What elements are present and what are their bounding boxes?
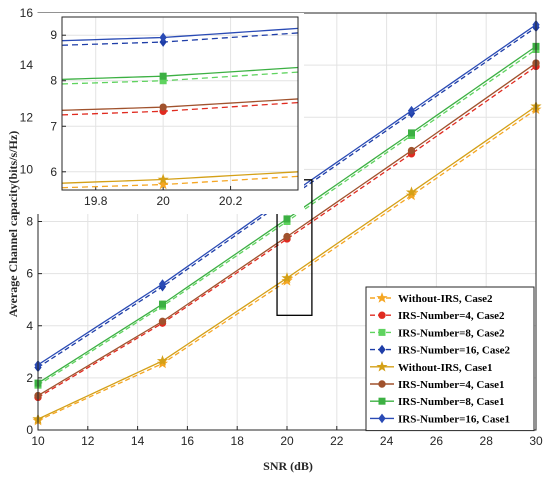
legend-label: Without-IRS, Case1 — [398, 362, 493, 374]
x-tick-label: 24 — [380, 434, 394, 448]
x-tick-label: 20 — [280, 434, 294, 448]
data-point-circle — [283, 232, 291, 241]
series-6 — [34, 59, 540, 400]
x-tick-label: 22 — [330, 434, 344, 448]
inset-y-tick-label: 6 — [50, 165, 57, 179]
y-tick-label: 8 — [26, 215, 33, 229]
data-point-circle — [158, 317, 167, 326]
x-axis-label: SNR (dB) — [263, 459, 313, 473]
legend-entry-6: IRS-Number=4, Case1 — [370, 379, 505, 391]
data-point-star — [157, 178, 169, 190]
data-point-star — [157, 173, 169, 185]
data-point-circle — [378, 311, 386, 319]
data-point-star — [405, 186, 418, 198]
y-tick-label: 14 — [20, 58, 34, 72]
data-point-diamond — [378, 413, 386, 424]
data-point-square — [378, 328, 386, 336]
series-line — [37, 65, 537, 398]
inset-series-6 — [61, 98, 299, 111]
data-point-diamond — [378, 344, 386, 355]
inset-background — [34, 13, 304, 214]
inset-series-8 — [61, 27, 299, 43]
inset-series-7 — [61, 66, 299, 81]
data-point-circle — [378, 380, 386, 388]
data-point-star — [376, 360, 388, 372]
legend-entry-7: IRS-Number=8, Case1 — [370, 396, 505, 408]
data-point-star — [376, 292, 388, 303]
y-tick-label: 16 — [20, 6, 34, 20]
inset-y-tick-label: 9 — [50, 28, 57, 42]
y-tick-label: 12 — [20, 110, 34, 124]
data-point-star — [156, 355, 169, 366]
y-tick-label: 2 — [26, 371, 33, 385]
inset-series-1 — [61, 175, 299, 190]
y-tick-label: 6 — [26, 267, 33, 281]
data-point-square — [159, 300, 166, 308]
x-tick-label: 12 — [81, 434, 95, 448]
data-point-circle — [159, 103, 167, 111]
y-axis-label: Average Channel capacity(bits/s/Hz) — [6, 131, 20, 317]
legend-label: IRS-Number=8, Case2 — [398, 327, 505, 339]
legend-label: IRS-Number=8, Case1 — [398, 396, 505, 408]
data-point-star — [281, 272, 293, 283]
legend-entry-5: Without-IRS, Case1 — [370, 360, 493, 374]
legend-label: IRS-Number=4, Case2 — [398, 310, 505, 322]
legend-entry-3: IRS-Number=8, Case2 — [370, 327, 505, 339]
data-point-square — [408, 129, 415, 137]
inset-x-tick-label: 19.8 — [84, 194, 108, 208]
data-point-circle — [407, 146, 416, 155]
inset-y-tick-label: 7 — [50, 119, 57, 133]
inset-y-tick-label: 8 — [50, 74, 57, 88]
inset-series-5 — [61, 171, 299, 185]
x-tick-label: 10 — [31, 434, 45, 448]
inset-x-tick-label: 20.2 — [219, 194, 243, 208]
data-point-square — [159, 72, 167, 80]
x-tick-label: 18 — [231, 434, 245, 448]
x-tick-label: 14 — [131, 434, 145, 448]
y-tick-label: 10 — [20, 162, 34, 176]
legend-label: IRS-Number=16, Case1 — [398, 413, 510, 425]
x-tick-label: 30 — [529, 434, 543, 448]
legend-label: IRS-Number=16, Case2 — [398, 345, 510, 357]
x-tick-label: 16 — [181, 434, 195, 448]
data-point-diamond — [159, 32, 167, 43]
legend-entry-2: IRS-Number=4, Case2 — [370, 310, 505, 322]
legend-label: IRS-Number=4, Case1 — [398, 379, 505, 391]
data-point-square — [378, 397, 386, 405]
legend: Without-IRS, Case2 IRS-Number=4, Case2 IRS… — [365, 286, 535, 432]
inset-plot: 19.8 20 20.2 6 7 8 9 — [34, 13, 304, 214]
data-point-square — [283, 215, 291, 223]
legend-box — [365, 286, 535, 432]
x-tick-label: 28 — [480, 434, 494, 448]
data-point-diamond — [158, 279, 167, 289]
legend-label: Without-IRS, Case2 — [398, 293, 493, 305]
inset-frame — [61, 16, 299, 191]
series-line — [37, 108, 537, 422]
data-point-diamond — [407, 105, 416, 116]
y-tick-label: 0 — [26, 423, 33, 437]
legend-entry-1: Without-IRS, Case2 — [370, 292, 493, 305]
inset-x-tick-label: 20 — [156, 194, 170, 208]
legend-entry-4: IRS-Number=16, Case2 — [370, 345, 510, 357]
x-tick-label: 26 — [430, 434, 444, 448]
legend-entry-8: IRS-Number=16, Case1 — [370, 413, 510, 425]
y-tick-label: 4 — [26, 319, 33, 333]
